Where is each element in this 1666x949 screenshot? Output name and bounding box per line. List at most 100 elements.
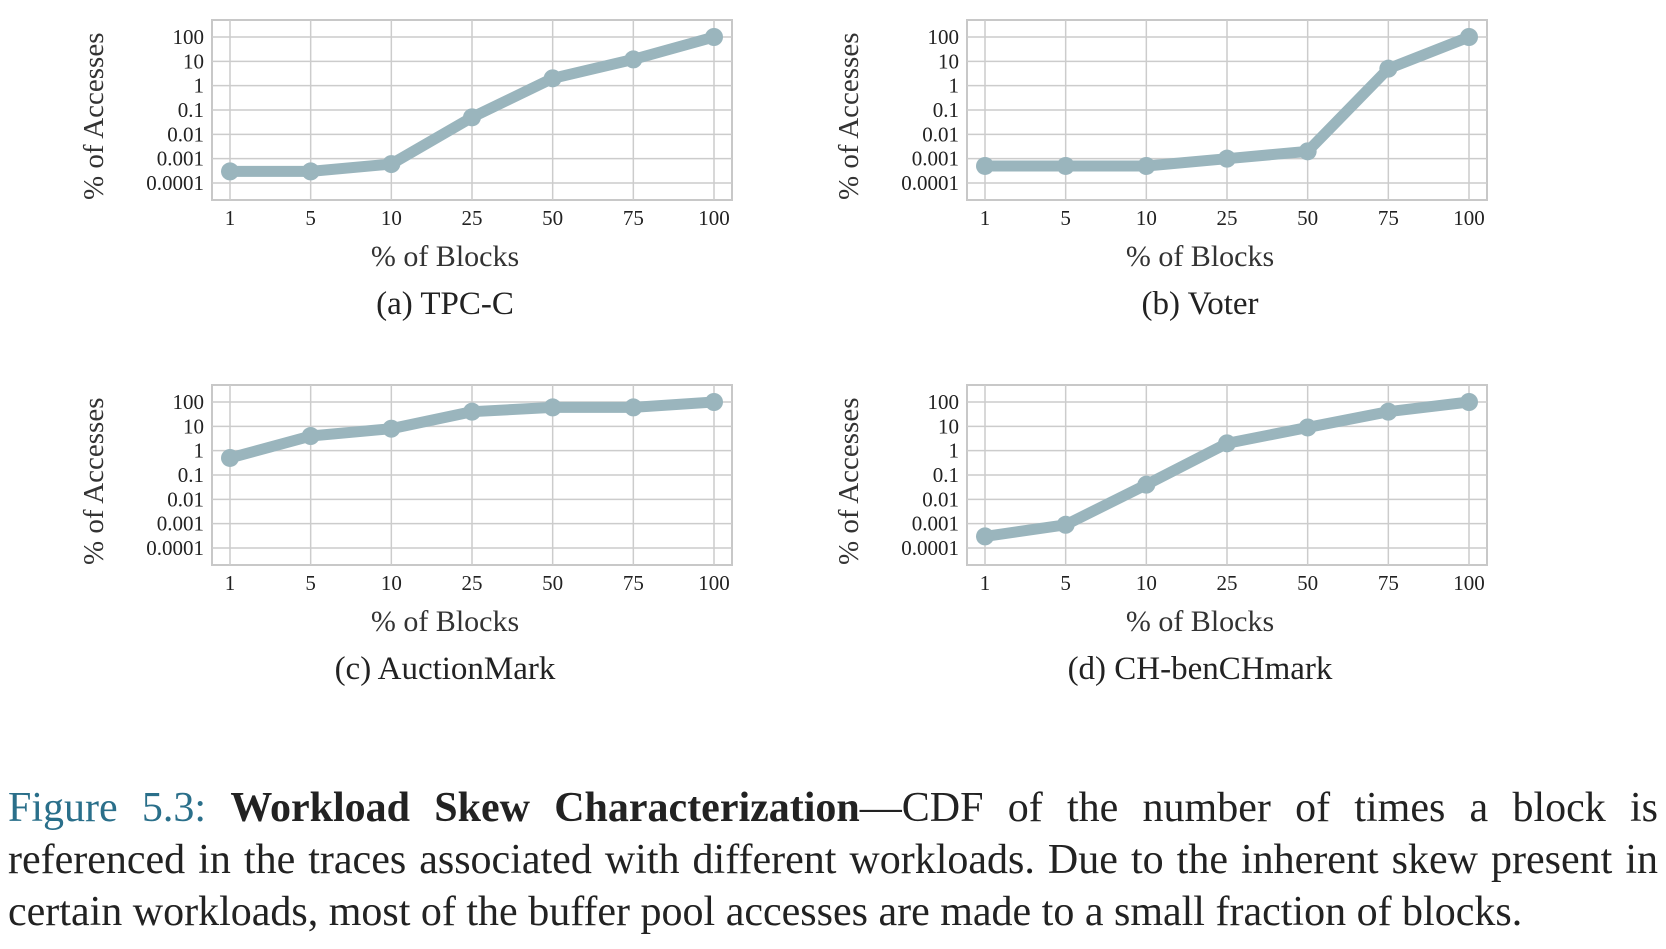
x-tick-label: 25 xyxy=(1217,206,1238,230)
data-point xyxy=(382,155,401,174)
x-tick-label: 25 xyxy=(1217,571,1238,595)
x-tick-label: 5 xyxy=(1060,206,1071,230)
y-tick-label: 10 xyxy=(183,414,204,438)
data-point xyxy=(543,398,562,417)
y-tick-label: 0.01 xyxy=(167,122,204,146)
y-tick-label: 0.0001 xyxy=(901,171,959,195)
y-axis-label: % of Accesses xyxy=(78,397,110,565)
data-point xyxy=(1379,402,1398,421)
data-point xyxy=(1460,393,1478,411)
data-point xyxy=(705,28,723,46)
y-tick-label: 1 xyxy=(194,439,205,463)
x-tick-label: 75 xyxy=(623,206,644,230)
y-tick-label: 0.1 xyxy=(933,98,959,122)
data-point xyxy=(1137,156,1156,175)
data-point xyxy=(1056,515,1075,534)
panel-caption: (b) Voter xyxy=(1141,286,1259,322)
figure-caption-text: —CDF of the number of times a block is r… xyxy=(8,785,1659,935)
data-point xyxy=(1137,475,1156,494)
x-tick-label: 50 xyxy=(1297,206,1318,230)
x-tick-label: 5 xyxy=(1060,571,1071,595)
y-tick-label: 0.01 xyxy=(922,122,959,146)
x-tick-label: 10 xyxy=(381,571,402,595)
x-tick-label: 50 xyxy=(1297,571,1318,595)
data-point xyxy=(301,427,320,446)
y-tick-label: 1 xyxy=(194,74,205,98)
x-tick-label: 1 xyxy=(225,206,236,230)
data-point xyxy=(1298,142,1317,161)
figure-number: Figure 5.3: xyxy=(8,785,207,831)
data-point xyxy=(976,527,994,546)
data-point xyxy=(624,398,643,417)
y-tick-label: 0.001 xyxy=(157,512,204,536)
x-tick-label: 10 xyxy=(1136,206,1157,230)
x-tick-label: 1 xyxy=(225,571,236,595)
y-tick-label: 0.01 xyxy=(167,487,204,511)
data-point xyxy=(1379,59,1398,78)
x-tick-label: 75 xyxy=(1378,206,1399,230)
x-tick-label: 100 xyxy=(1453,206,1485,230)
x-axis-label: % of Blocks xyxy=(370,605,520,638)
x-tick-label: 10 xyxy=(1136,571,1157,595)
y-axis-label: % of Accesses xyxy=(833,32,865,200)
y-tick-label: 0.0001 xyxy=(901,536,959,560)
y-tick-label: 1 xyxy=(949,74,960,98)
data-point xyxy=(1218,149,1236,168)
x-tick-label: 5 xyxy=(305,571,316,595)
x-tick-label: 1 xyxy=(980,206,991,230)
data-point xyxy=(543,69,562,88)
data-point xyxy=(624,50,643,69)
data-point xyxy=(1298,418,1317,437)
y-axis-label: % of Accesses xyxy=(78,32,110,200)
y-tick-label: 100 xyxy=(928,25,960,49)
data-point xyxy=(1056,156,1075,175)
chart-panel-voter: 100 10 1 0.1 0.01 0.001 0.0001 1 5 10 25 50 75 100 % … xyxy=(805,0,1595,340)
x-tick-label: 100 xyxy=(698,571,730,595)
data-point xyxy=(463,108,481,127)
panel-caption: (d) CH-benCHmark xyxy=(1067,651,1333,687)
data-point xyxy=(976,156,994,175)
y-tick-label: 10 xyxy=(938,414,959,438)
y-tick-label: 0.001 xyxy=(157,147,204,171)
x-tick-label: 25 xyxy=(462,571,483,595)
y-tick-label: 0.0001 xyxy=(146,536,204,560)
data-point xyxy=(301,162,320,181)
x-tick-label: 10 xyxy=(381,206,402,230)
x-tick-label: 25 xyxy=(462,206,483,230)
figure-title: Workload Skew Characterization xyxy=(230,785,860,831)
y-tick-label: 1 xyxy=(949,439,960,463)
y-tick-label: 0.001 xyxy=(912,512,959,536)
data-point xyxy=(1460,28,1478,46)
y-tick-label: 0.1 xyxy=(933,463,959,487)
x-tick-label: 1 xyxy=(980,571,991,595)
panel-caption: (a) TPC-C xyxy=(376,286,514,322)
data-point xyxy=(1218,434,1236,453)
panel-caption: (c) AuctionMark xyxy=(334,651,556,687)
data-point xyxy=(705,393,723,411)
chart-panel-tpcc: 100 10 1 0.1 0.01 0.001 0.0001 1 5 10 25 50 75 100 % … xyxy=(50,0,840,340)
y-tick-label: 100 xyxy=(173,390,205,414)
y-tick-label: 10 xyxy=(183,49,204,73)
x-tick-label: 50 xyxy=(542,206,563,230)
x-axis-label: % of Blocks xyxy=(1125,605,1275,638)
y-tick-label: 0.0001 xyxy=(146,171,204,195)
chart-panel-chbenchmark: 100 10 1 0.1 0.01 0.001 0.0001 1 5 10 25 50 75 100 % … xyxy=(805,365,1595,705)
figure-caption: Figure 5.3: Workload Skew Characterizati… xyxy=(8,782,1658,938)
data-point xyxy=(221,448,239,467)
y-tick-label: 0.1 xyxy=(178,98,204,122)
x-axis-label: % of Blocks xyxy=(370,240,520,273)
y-tick-label: 0.1 xyxy=(178,463,204,487)
y-tick-label: 0.001 xyxy=(912,147,959,171)
x-axis-label: % of Blocks xyxy=(1125,240,1275,273)
y-tick-label: 100 xyxy=(928,390,960,414)
x-tick-label: 50 xyxy=(542,571,563,595)
data-point xyxy=(463,402,481,421)
x-tick-label: 5 xyxy=(305,206,316,230)
y-axis-label: % of Accesses xyxy=(833,397,865,565)
x-tick-label: 100 xyxy=(1453,571,1485,595)
